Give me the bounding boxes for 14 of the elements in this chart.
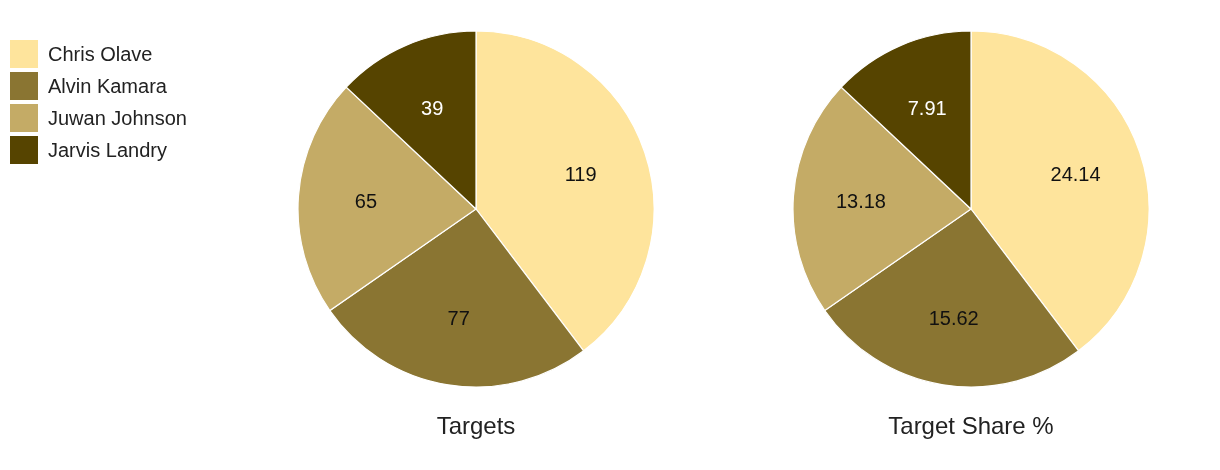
legend-label: Jarvis Landry (48, 139, 167, 161)
data-label: 77 (447, 307, 470, 329)
data-label: 119 (564, 162, 597, 185)
text: Target Share % (888, 411, 1054, 439)
data-label: 15.62 (928, 306, 979, 329)
legend-label: Juwan Johnson (48, 107, 187, 129)
text: Targets (436, 411, 516, 439)
data-label: 65 (354, 189, 378, 212)
data-label: 7.91 (907, 96, 947, 119)
data-label: 13.18 (835, 189, 886, 212)
data-label: 24.14 (1050, 162, 1101, 185)
data-label: 39 (421, 96, 444, 119)
legend-label: Alvin Kamara (48, 75, 168, 97)
legend-label: Chris Olave (48, 43, 153, 65)
